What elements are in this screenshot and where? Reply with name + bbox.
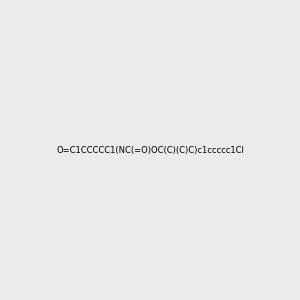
Text: O=C1CCCCC1(NC(=O)OC(C)(C)C)c1ccccc1Cl: O=C1CCCCC1(NC(=O)OC(C)(C)C)c1ccccc1Cl	[56, 146, 244, 154]
